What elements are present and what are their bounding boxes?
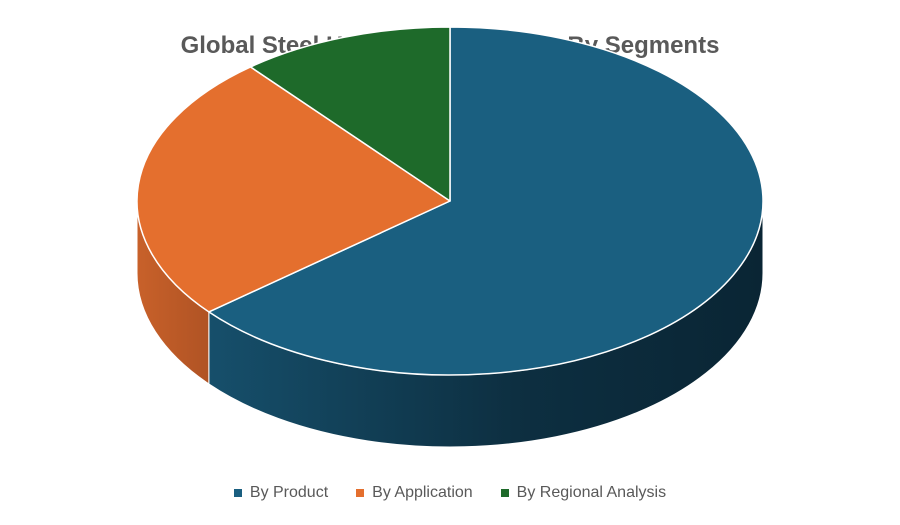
legend-label: By Application xyxy=(372,484,473,501)
pie-tops xyxy=(136,26,764,376)
pie-slice-by-application[interactable] xyxy=(136,66,451,313)
legend-item-by-product[interactable]: By Product xyxy=(233,484,329,502)
legend-label: By Product xyxy=(249,484,329,501)
legend-item-by-application[interactable]: By Application xyxy=(356,484,473,502)
legend-label: By Regional Analysis xyxy=(516,484,667,501)
legend: By Product By Application By Regional Anal… xyxy=(0,484,900,502)
legend-item-by-regional-analysis[interactable]: By Regional Analysis xyxy=(500,484,667,502)
pie-slice-by-product[interactable] xyxy=(208,26,764,376)
pie-slice-by-regional-analysis[interactable] xyxy=(249,26,451,202)
legend-swatch xyxy=(500,489,509,497)
legend-swatch xyxy=(233,489,242,497)
legend-swatch xyxy=(356,489,365,497)
